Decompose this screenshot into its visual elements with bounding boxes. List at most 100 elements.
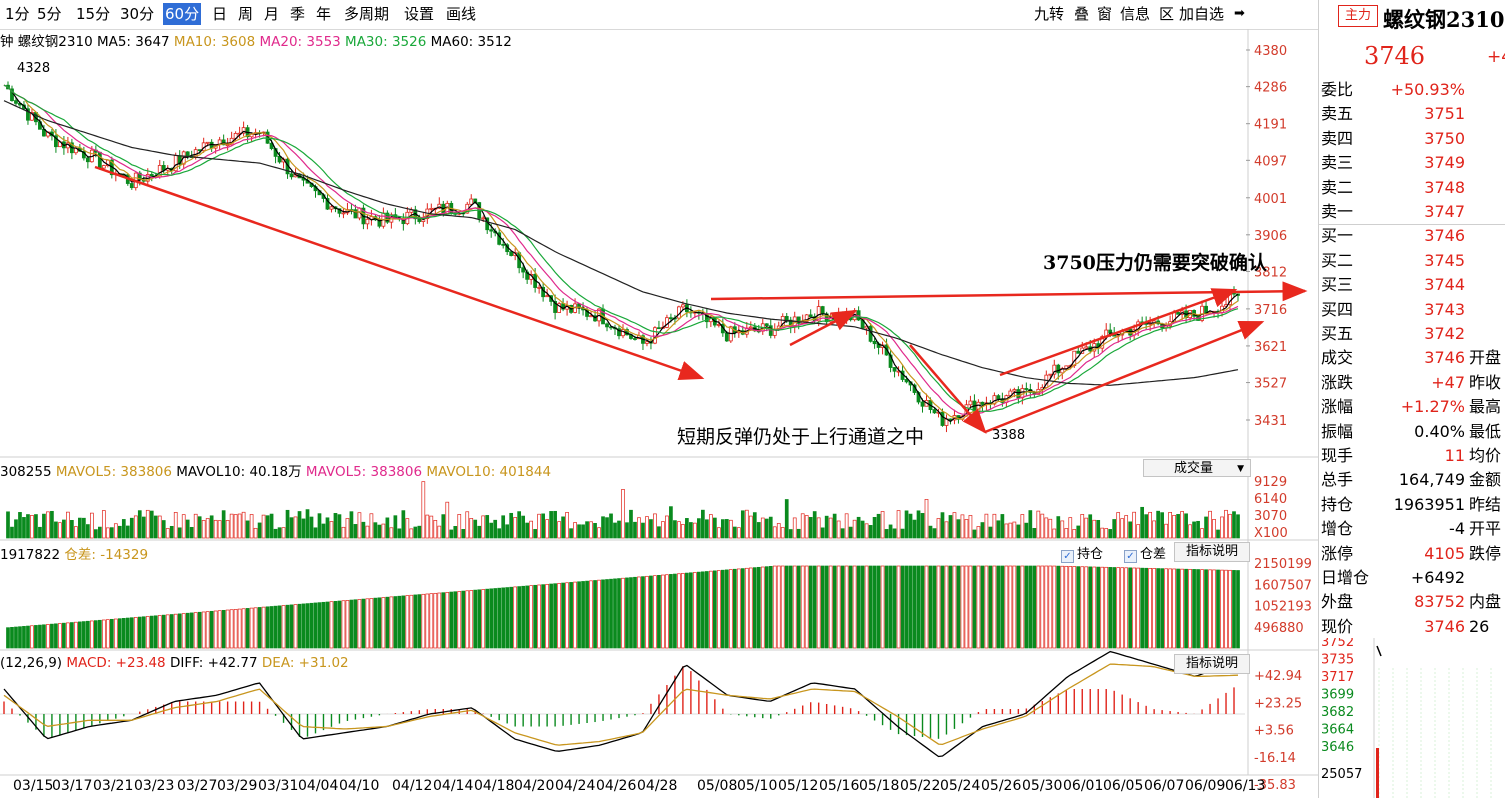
volume-bar — [293, 516, 298, 539]
volume-bar — [521, 515, 526, 539]
quote-value: 3744 — [1424, 275, 1465, 295]
multi-period-button[interactable]: 多周期 — [344, 5, 390, 23]
volume-bar — [537, 513, 541, 539]
quote-label-2: 开平 — [1469, 519, 1502, 539]
oi-bar — [1220, 569, 1224, 649]
oi-bar — [1036, 565, 1041, 649]
indicator-dropdown[interactable]: 成交量 ▼ — [1143, 459, 1251, 477]
oi-bar — [796, 565, 801, 649]
period-1min[interactable]: 1分 — [5, 5, 30, 23]
mavol10: MAVOL10: 40.18万 — [176, 464, 302, 480]
date-label: 04/20 — [514, 778, 555, 794]
macd-tick: +23.25 — [1254, 696, 1302, 711]
period-5min[interactable]: 5分 — [37, 5, 62, 23]
oi-legend: 1917822 仓差: -14329 — [0, 543, 148, 563]
add-watchlist-button[interactable]: 加自选 — [1179, 5, 1225, 23]
volume-bar — [245, 520, 250, 539]
oi-bar — [605, 579, 609, 649]
ma20-line — [3, 84, 1239, 416]
candle-body — [605, 323, 609, 328]
candle-body — [489, 229, 494, 232]
volume-bar — [557, 521, 561, 539]
overlay-button[interactable]: 叠 — [1074, 5, 1090, 23]
mini-axis-tick: 25057 — [1321, 767, 1362, 782]
period-month[interactable]: 月 — [264, 5, 280, 23]
oi-bar — [724, 569, 729, 649]
settings-button[interactable]: 设置 — [404, 5, 435, 23]
oi-bar — [197, 611, 202, 649]
oi-help-button[interactable]: 指标说明 — [1174, 542, 1250, 562]
volume-bar — [852, 519, 857, 539]
volume-bar — [1180, 511, 1184, 539]
quote-value: 11 — [1444, 446, 1465, 465]
volume-bar — [465, 511, 470, 539]
macd-help-button[interactable]: 指标说明 — [1174, 654, 1250, 674]
ma10-line — [3, 84, 1239, 420]
volume-bar — [1188, 524, 1192, 539]
oi-bar — [705, 571, 709, 649]
volume-bar — [625, 522, 629, 539]
oi-bar — [389, 596, 394, 649]
volume-bar — [693, 522, 697, 539]
window-button[interactable]: 窗 — [1097, 5, 1113, 23]
oi-bar — [1200, 569, 1204, 649]
info-button[interactable]: 信息 — [1120, 5, 1151, 23]
volume-bar — [405, 518, 410, 539]
oi-bar — [109, 618, 114, 649]
oi-bar — [1060, 565, 1065, 649]
nine-turn-button[interactable]: 九转 — [1034, 5, 1065, 23]
oi-bar — [852, 565, 857, 649]
range-button[interactable]: 区 — [1159, 5, 1175, 23]
drop-arrow — [909, 344, 987, 434]
oi-bar — [968, 565, 973, 649]
oi-bar — [744, 567, 749, 649]
volume-bar — [413, 526, 418, 539]
volume-bar — [720, 519, 725, 539]
oi-bar — [313, 602, 318, 649]
period-day[interactable]: 日 — [212, 5, 228, 23]
oi-bar — [417, 594, 422, 649]
oi-checkbox-diff[interactable]: ✓ 仓差 — [1124, 543, 1166, 563]
period-15min[interactable]: 15分 — [76, 5, 111, 23]
period-season[interactable]: 季 — [290, 5, 306, 23]
period-week[interactable]: 周 — [238, 5, 254, 23]
oi-bar — [277, 605, 282, 649]
export-icon[interactable]: ➡ — [1234, 6, 1245, 21]
period-60min[interactable]: 60分 — [163, 3, 202, 25]
volume-bar — [657, 526, 661, 539]
volume-bar — [457, 514, 462, 539]
oi-bar — [225, 609, 230, 649]
volume-bar — [225, 520, 230, 539]
date-label: 06/05 — [1103, 778, 1144, 794]
candle-body — [796, 316, 801, 324]
oi-bar — [669, 574, 673, 649]
oi-bar — [956, 565, 961, 649]
volume-bar — [165, 528, 170, 539]
oi-bar — [46, 624, 50, 649]
oi-bar — [433, 592, 438, 649]
period-year[interactable]: 年 — [316, 5, 332, 23]
volume-bar — [920, 513, 925, 539]
oi-checkbox-hold[interactable]: ✓ 持仓 — [1061, 543, 1103, 563]
candle-body — [101, 165, 106, 169]
quote-row: 振幅 0.40% 最低 — [1321, 420, 1505, 444]
volume-bar — [681, 524, 685, 539]
dea-value: DEA: +31.02 — [261, 655, 349, 671]
quote-row: 外盘 83752 内盘 — [1321, 590, 1505, 614]
kline-chart[interactable]: 4380 4286 4191 4097 4001 3906 3812 3716 3621 3527… — [0, 0, 1318, 798]
volume-bar — [1160, 512, 1164, 539]
candle-body — [553, 301, 558, 313]
volume-bar — [361, 521, 366, 539]
draw-line-button[interactable]: 画线 — [446, 5, 477, 23]
volume-bar — [716, 527, 721, 539]
volume-bar — [633, 521, 637, 539]
quote-label: 涨停 — [1321, 543, 1354, 563]
moving-averages — [3, 84, 1239, 423]
volume-bar — [113, 523, 118, 539]
volume-bar — [1176, 514, 1180, 539]
candle-body — [269, 142, 274, 149]
oi-bar — [54, 623, 58, 649]
quote-row: 买二 3745 — [1321, 249, 1505, 273]
oi-bar — [1064, 565, 1069, 649]
period-30min[interactable]: 30分 — [120, 5, 155, 23]
